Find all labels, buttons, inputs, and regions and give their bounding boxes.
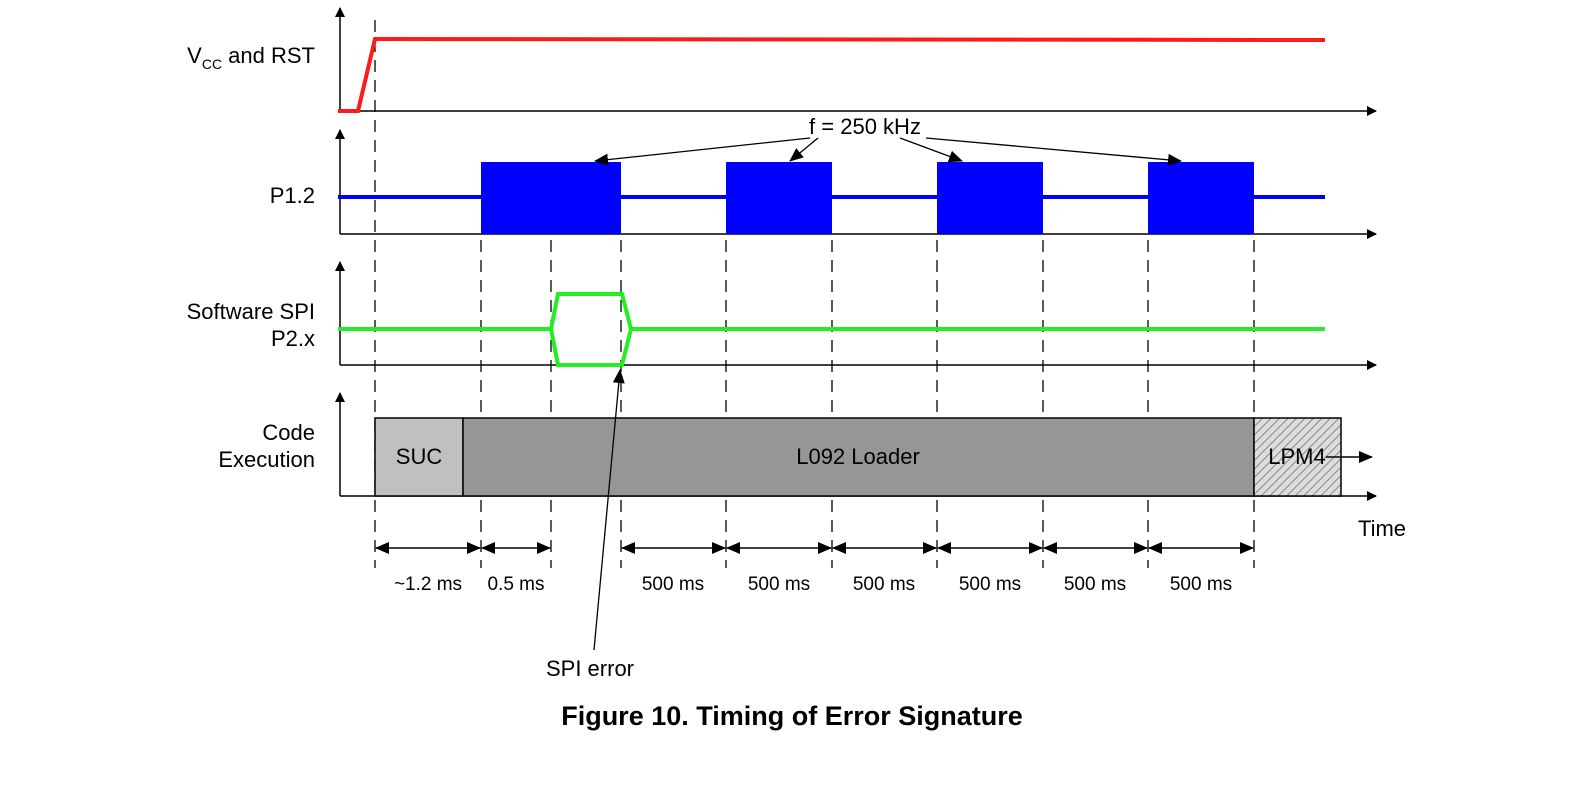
suc-label: SUC xyxy=(396,444,443,469)
spi-error-label: SPI error xyxy=(546,656,634,681)
duration-label: 500 ms xyxy=(959,574,1021,595)
spi-label-line1: Software SPI xyxy=(187,299,315,324)
spi-data-burst xyxy=(548,292,634,367)
frequency-label-bg xyxy=(804,113,928,139)
duration-label: 500 ms xyxy=(748,574,810,595)
p12-pulse xyxy=(481,162,621,234)
duration-label: 0.5 ms xyxy=(487,574,544,595)
spi-error-pointer xyxy=(593,369,625,651)
p12-pulse xyxy=(937,162,1043,234)
p12-pulse xyxy=(726,162,832,234)
spi-row: Software SPI P2.x xyxy=(187,261,1377,370)
duration-label: 500 ms xyxy=(642,574,704,595)
spi-label-line2: P2.x xyxy=(271,326,315,351)
spi-error-annotation: SPI error xyxy=(546,369,634,681)
vcc-signal xyxy=(338,36,1326,113)
duration-label: 500 ms xyxy=(1170,574,1232,595)
frequency-arrow xyxy=(594,137,811,166)
frequency-arrow xyxy=(899,137,963,163)
p12-label: P1.2 xyxy=(270,183,315,208)
vcc-row: VCC and RST xyxy=(187,7,1377,116)
code-label-line2: Execution xyxy=(218,447,315,472)
frequency-annotation: f = 250 kHz xyxy=(594,113,1182,166)
time-axis-label: Time xyxy=(1358,516,1406,541)
duration-label: ~1.2 ms xyxy=(394,574,462,595)
duration-label: 500 ms xyxy=(853,574,915,595)
loader-label: L092 Loader xyxy=(796,444,920,469)
figure-caption: Figure 10. Timing of Error Signature xyxy=(561,701,1023,731)
loader-block xyxy=(462,417,1255,497)
suc-block xyxy=(374,417,464,497)
code-execution-row: SUC L092 Loader LPM4 Code Execution Time xyxy=(218,392,1406,541)
frequency-arrow xyxy=(925,137,1182,166)
lpm4-label: LPM4 xyxy=(1268,444,1325,469)
frequency-arrow xyxy=(789,137,819,162)
p12-pulse xyxy=(1148,162,1254,234)
vcc-label: VCC and RST xyxy=(187,43,315,72)
duration-markers: ~1.2 ms 0.5 ms 500 ms 500 ms 500 ms 500 … xyxy=(375,542,1254,595)
code-label-line1: Code xyxy=(262,420,315,445)
frequency-label: f = 250 kHz xyxy=(809,114,921,139)
p12-row: P1.2 xyxy=(270,129,1377,239)
duration-label: 500 ms xyxy=(1064,574,1126,595)
